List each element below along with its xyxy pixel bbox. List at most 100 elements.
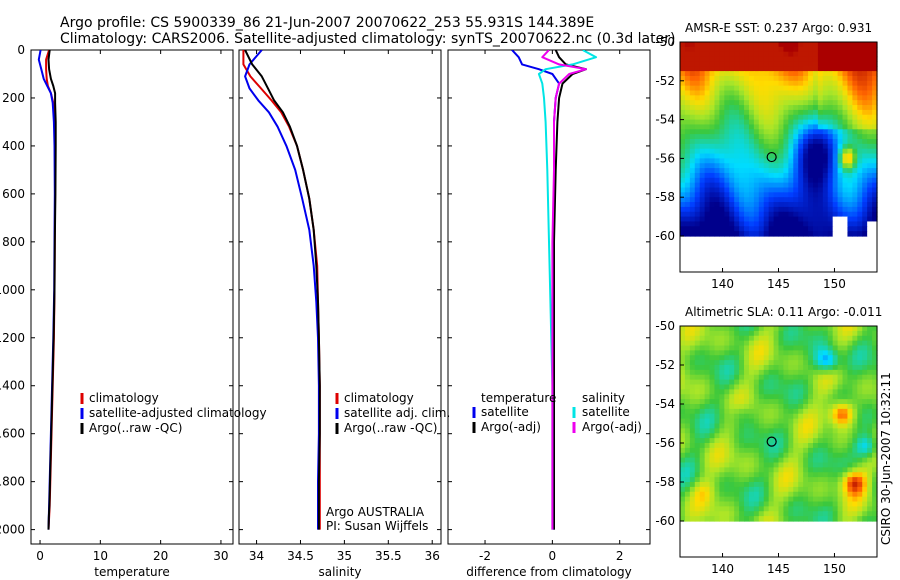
- sst-field-cell: [689, 71, 696, 77]
- sla-field-cell: [704, 340, 711, 347]
- sst-field-cell: [773, 114, 780, 121]
- sla-field-cell: [739, 384, 745, 390]
- sst-field-cell: [684, 100, 691, 106]
- sst-field-cell: [798, 143, 804, 150]
- sst-field-cell: [817, 46, 824, 53]
- sst-field-cell: [817, 95, 824, 101]
- sst-field-cell: [793, 119, 799, 126]
- sla-field-cell: [704, 384, 711, 390]
- sst-field-cell: [684, 148, 691, 155]
- sla-field-cell: [852, 477, 858, 483]
- sst-field-cell: [862, 231, 868, 237]
- sst-field-cell: [842, 95, 849, 101]
- sla-field-cell: [744, 369, 750, 376]
- sst-field-cell: [694, 75, 701, 82]
- sst-field-cell: [739, 211, 745, 218]
- sla-field-cell: [753, 457, 760, 464]
- sst-field-cell: [704, 139, 711, 145]
- sst-field-cell: [812, 100, 819, 106]
- sst-field-cell: [763, 51, 770, 58]
- sst-field-cell: [827, 61, 834, 67]
- sla-field-cell: [842, 482, 849, 488]
- sst-field-cell: [739, 66, 745, 72]
- sla-field-cell: [857, 457, 863, 464]
- sla-field-cell: [758, 516, 765, 522]
- sla-field-cell: [827, 443, 834, 449]
- sla-field-cell: [714, 486, 720, 493]
- sla-field-cell: [808, 486, 814, 493]
- sla-field-cell: [684, 486, 691, 493]
- sst-field-cell: [827, 90, 834, 96]
- sst-field-cell: [822, 177, 829, 184]
- sst-field-cell: [827, 119, 834, 126]
- sla-field-cell: [768, 447, 775, 454]
- sla-field-cell: [837, 462, 844, 468]
- sst-field-cell: [744, 56, 750, 62]
- sst-field-cell: [758, 129, 765, 135]
- sst-field-cell: [709, 192, 716, 198]
- sst-field-cell: [729, 109, 735, 116]
- sst-field-cell: [803, 197, 809, 203]
- sla-field-cell: [768, 330, 775, 337]
- sst-field-cell: [872, 51, 878, 58]
- sla-field-cell: [872, 399, 878, 405]
- sst-field-cell: [808, 95, 814, 101]
- sla-field-cell: [862, 433, 868, 439]
- sst-field-cell: [699, 56, 706, 62]
- sst-field-cell: [867, 192, 873, 198]
- sla-field-cell: [783, 326, 789, 332]
- sst-field-cell: [744, 114, 750, 121]
- sst-field-cell: [748, 129, 755, 135]
- sst-field-cell: [758, 109, 765, 116]
- sst-field-cell: [699, 90, 706, 96]
- sla-field-cell: [758, 413, 765, 420]
- sst-field-cell: [694, 100, 701, 106]
- sla-field-cell: [739, 438, 745, 444]
- sla-field-cell: [852, 408, 858, 415]
- sst-field-cell: [739, 172, 745, 179]
- sst-field-cell: [739, 187, 745, 193]
- sla-field-cell: [872, 467, 878, 473]
- sst-field-cell: [852, 75, 858, 82]
- sla-field-cell: [872, 472, 878, 478]
- sla-field-cell: [778, 394, 785, 400]
- sst-field-cell: [842, 168, 849, 174]
- sst-field-cell: [803, 42, 809, 48]
- sst-field-cell: [763, 61, 770, 67]
- sst-field-cell: [753, 231, 760, 237]
- sla-field-cell: [724, 374, 730, 381]
- sla-field-cell: [862, 379, 868, 386]
- sst-field-cell: [739, 100, 745, 106]
- sst-field-cell: [798, 51, 804, 58]
- sla-field-cell: [709, 491, 716, 498]
- sla-field-cell: [739, 360, 745, 366]
- sla-field-cell: [842, 355, 849, 361]
- sst-field-cell: [768, 187, 775, 193]
- sst-field-cell: [827, 85, 834, 92]
- sla-field-cell: [689, 428, 696, 434]
- sla-field-cell: [783, 335, 789, 342]
- sst-field-cell: [832, 80, 839, 87]
- sla-field-cell: [714, 491, 720, 498]
- credit-text: CSIRO 30-Jun-2007 10:32:11: [879, 372, 893, 545]
- sst-field-cell: [798, 95, 804, 101]
- sla-field-cell: [704, 501, 711, 507]
- sst-field-cell: [857, 100, 863, 106]
- sla-field-cell: [704, 404, 711, 410]
- sst-field-cell: [739, 85, 745, 92]
- sst-field-cell: [748, 71, 755, 77]
- sst-field-cell: [739, 109, 745, 116]
- sla-field-cell: [768, 501, 775, 507]
- sst-field-cell: [842, 61, 849, 67]
- sst-field-cell: [694, 80, 701, 87]
- sst-field-cell: [847, 172, 853, 179]
- sla-field-cell: [768, 511, 775, 517]
- sst-field-cell: [817, 129, 824, 135]
- sla-field-cell: [699, 496, 706, 503]
- sst-field-cell: [758, 90, 765, 96]
- sla-field-cell: [812, 516, 819, 522]
- sla-field-cell: [729, 345, 735, 351]
- sst-field-cell: [822, 182, 829, 189]
- sst-field-cell: [680, 56, 686, 62]
- sla-field-cell: [748, 408, 755, 415]
